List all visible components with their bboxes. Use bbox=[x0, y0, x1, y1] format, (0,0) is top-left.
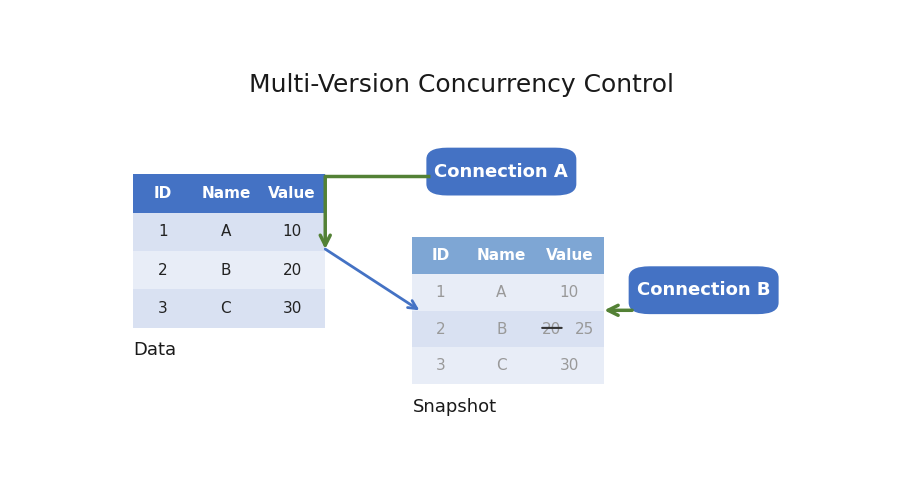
FancyBboxPatch shape bbox=[468, 311, 535, 347]
Text: ID: ID bbox=[154, 186, 172, 201]
Text: 3: 3 bbox=[158, 301, 168, 316]
FancyBboxPatch shape bbox=[133, 289, 193, 328]
Text: Snapshot: Snapshot bbox=[412, 398, 497, 415]
FancyBboxPatch shape bbox=[535, 311, 604, 347]
Text: Connection A: Connection A bbox=[435, 163, 568, 180]
Text: C: C bbox=[220, 301, 231, 316]
Text: B: B bbox=[496, 322, 507, 336]
FancyBboxPatch shape bbox=[412, 311, 468, 347]
FancyBboxPatch shape bbox=[193, 289, 259, 328]
Text: 2: 2 bbox=[436, 322, 446, 336]
FancyBboxPatch shape bbox=[133, 174, 193, 213]
Text: Data: Data bbox=[133, 341, 176, 359]
Text: 30: 30 bbox=[560, 358, 579, 373]
Text: A: A bbox=[496, 285, 507, 300]
Text: Name: Name bbox=[202, 186, 250, 201]
FancyBboxPatch shape bbox=[535, 274, 604, 311]
FancyBboxPatch shape bbox=[259, 174, 325, 213]
FancyBboxPatch shape bbox=[259, 251, 325, 289]
FancyBboxPatch shape bbox=[133, 213, 193, 251]
FancyBboxPatch shape bbox=[193, 174, 259, 213]
Text: 2: 2 bbox=[158, 262, 168, 278]
FancyBboxPatch shape bbox=[412, 237, 468, 274]
Text: 20: 20 bbox=[283, 262, 302, 278]
FancyBboxPatch shape bbox=[259, 213, 325, 251]
Text: Connection B: Connection B bbox=[637, 281, 770, 299]
FancyBboxPatch shape bbox=[468, 274, 535, 311]
Text: 1: 1 bbox=[158, 224, 168, 240]
FancyBboxPatch shape bbox=[412, 274, 468, 311]
FancyBboxPatch shape bbox=[628, 266, 778, 314]
FancyBboxPatch shape bbox=[193, 251, 259, 289]
Text: Value: Value bbox=[545, 248, 593, 263]
Text: 25: 25 bbox=[575, 322, 594, 336]
FancyBboxPatch shape bbox=[259, 289, 325, 328]
Text: 20: 20 bbox=[543, 322, 562, 336]
Text: 10: 10 bbox=[283, 224, 302, 240]
Text: C: C bbox=[496, 358, 507, 373]
FancyBboxPatch shape bbox=[468, 237, 535, 274]
Text: 10: 10 bbox=[560, 285, 579, 300]
FancyBboxPatch shape bbox=[412, 347, 468, 384]
FancyBboxPatch shape bbox=[193, 213, 259, 251]
Text: Value: Value bbox=[268, 186, 316, 201]
Text: 1: 1 bbox=[436, 285, 446, 300]
FancyBboxPatch shape bbox=[427, 148, 576, 195]
Text: 3: 3 bbox=[436, 358, 446, 373]
Text: A: A bbox=[220, 224, 231, 240]
FancyBboxPatch shape bbox=[133, 251, 193, 289]
Text: 30: 30 bbox=[283, 301, 302, 316]
Text: Name: Name bbox=[477, 248, 526, 263]
FancyBboxPatch shape bbox=[468, 347, 535, 384]
Text: B: B bbox=[220, 262, 231, 278]
FancyBboxPatch shape bbox=[535, 347, 604, 384]
FancyBboxPatch shape bbox=[535, 237, 604, 274]
Text: Multi-Version Concurrency Control: Multi-Version Concurrency Control bbox=[248, 73, 674, 96]
Text: ID: ID bbox=[431, 248, 449, 263]
